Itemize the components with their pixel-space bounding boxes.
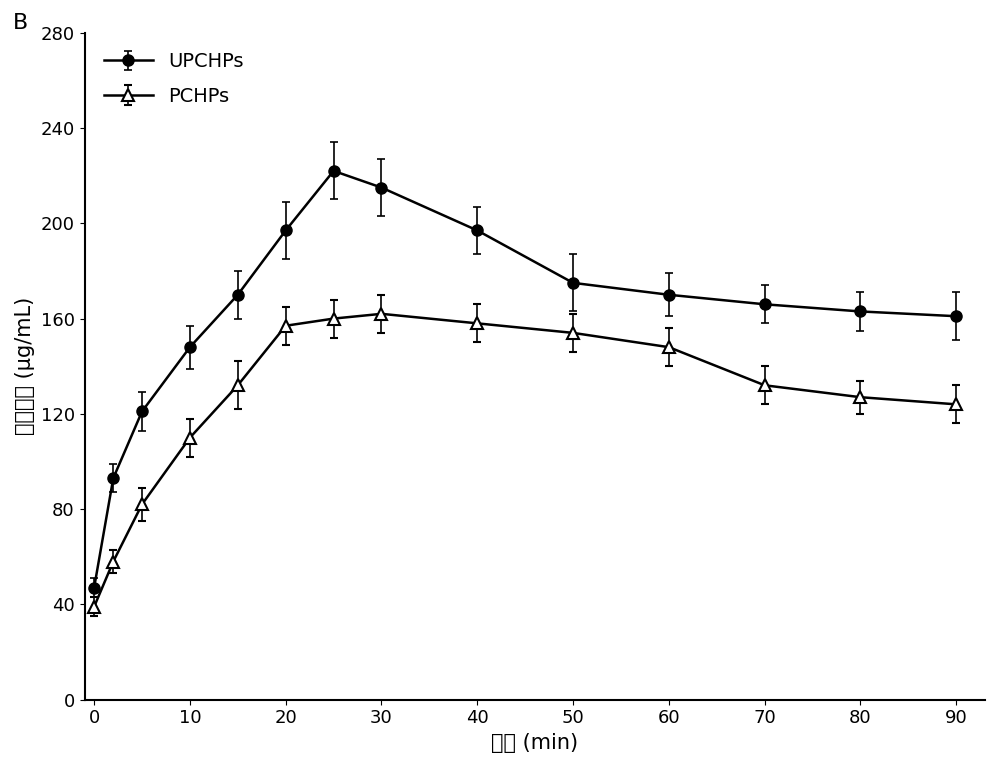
X-axis label: 时间 (min): 时间 (min) [491, 733, 578, 753]
Text: B: B [12, 13, 28, 33]
Legend: UPCHPs, PCHPs: UPCHPs, PCHPs [94, 42, 253, 115]
Y-axis label: 多肽浓度 (μg/mL): 多肽浓度 (μg/mL) [15, 297, 35, 435]
